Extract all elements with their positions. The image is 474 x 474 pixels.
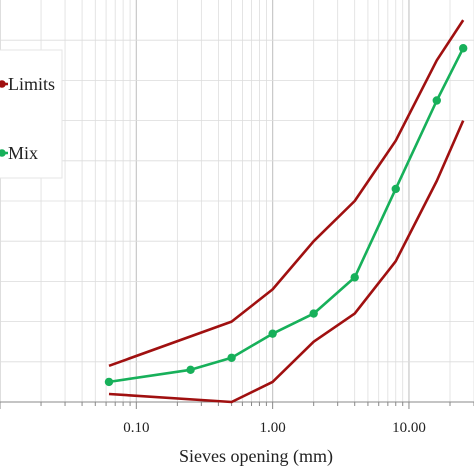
x-axis [0,401,474,409]
data-point-mix [432,96,441,105]
legend-swatch-marker [0,149,6,157]
series-line-limits-0 [108,19,465,368]
data-point-mix [391,184,400,194]
data-point-mix [104,377,114,387]
x-tick-label: 10.00 [392,420,426,436]
series-line-limits-1 [108,120,465,404]
legend-label-limits: Limits [8,74,55,94]
legend: Limits Mix [0,49,63,179]
legend-box [0,49,63,179]
data-point-mix [268,329,277,338]
data-point-mix [459,44,468,53]
x-tick-labels: 0.10 1.00 10.00 [123,420,426,436]
legend-label-mix: Mix [8,143,38,163]
series-layer [104,19,468,404]
data-point-mix [227,353,236,362]
legend-swatch-marker [0,80,6,88]
data-point-mix [186,365,195,375]
x-tick-label: 1.00 [260,420,286,436]
data-point-mix [350,273,359,282]
x-tick-label: 0.10 [123,420,149,436]
data-point-mix [309,309,318,318]
series-line-mix-2 [108,47,465,384]
grid [0,0,474,402]
x-axis-title: Sieves opening (mm) [179,446,333,467]
